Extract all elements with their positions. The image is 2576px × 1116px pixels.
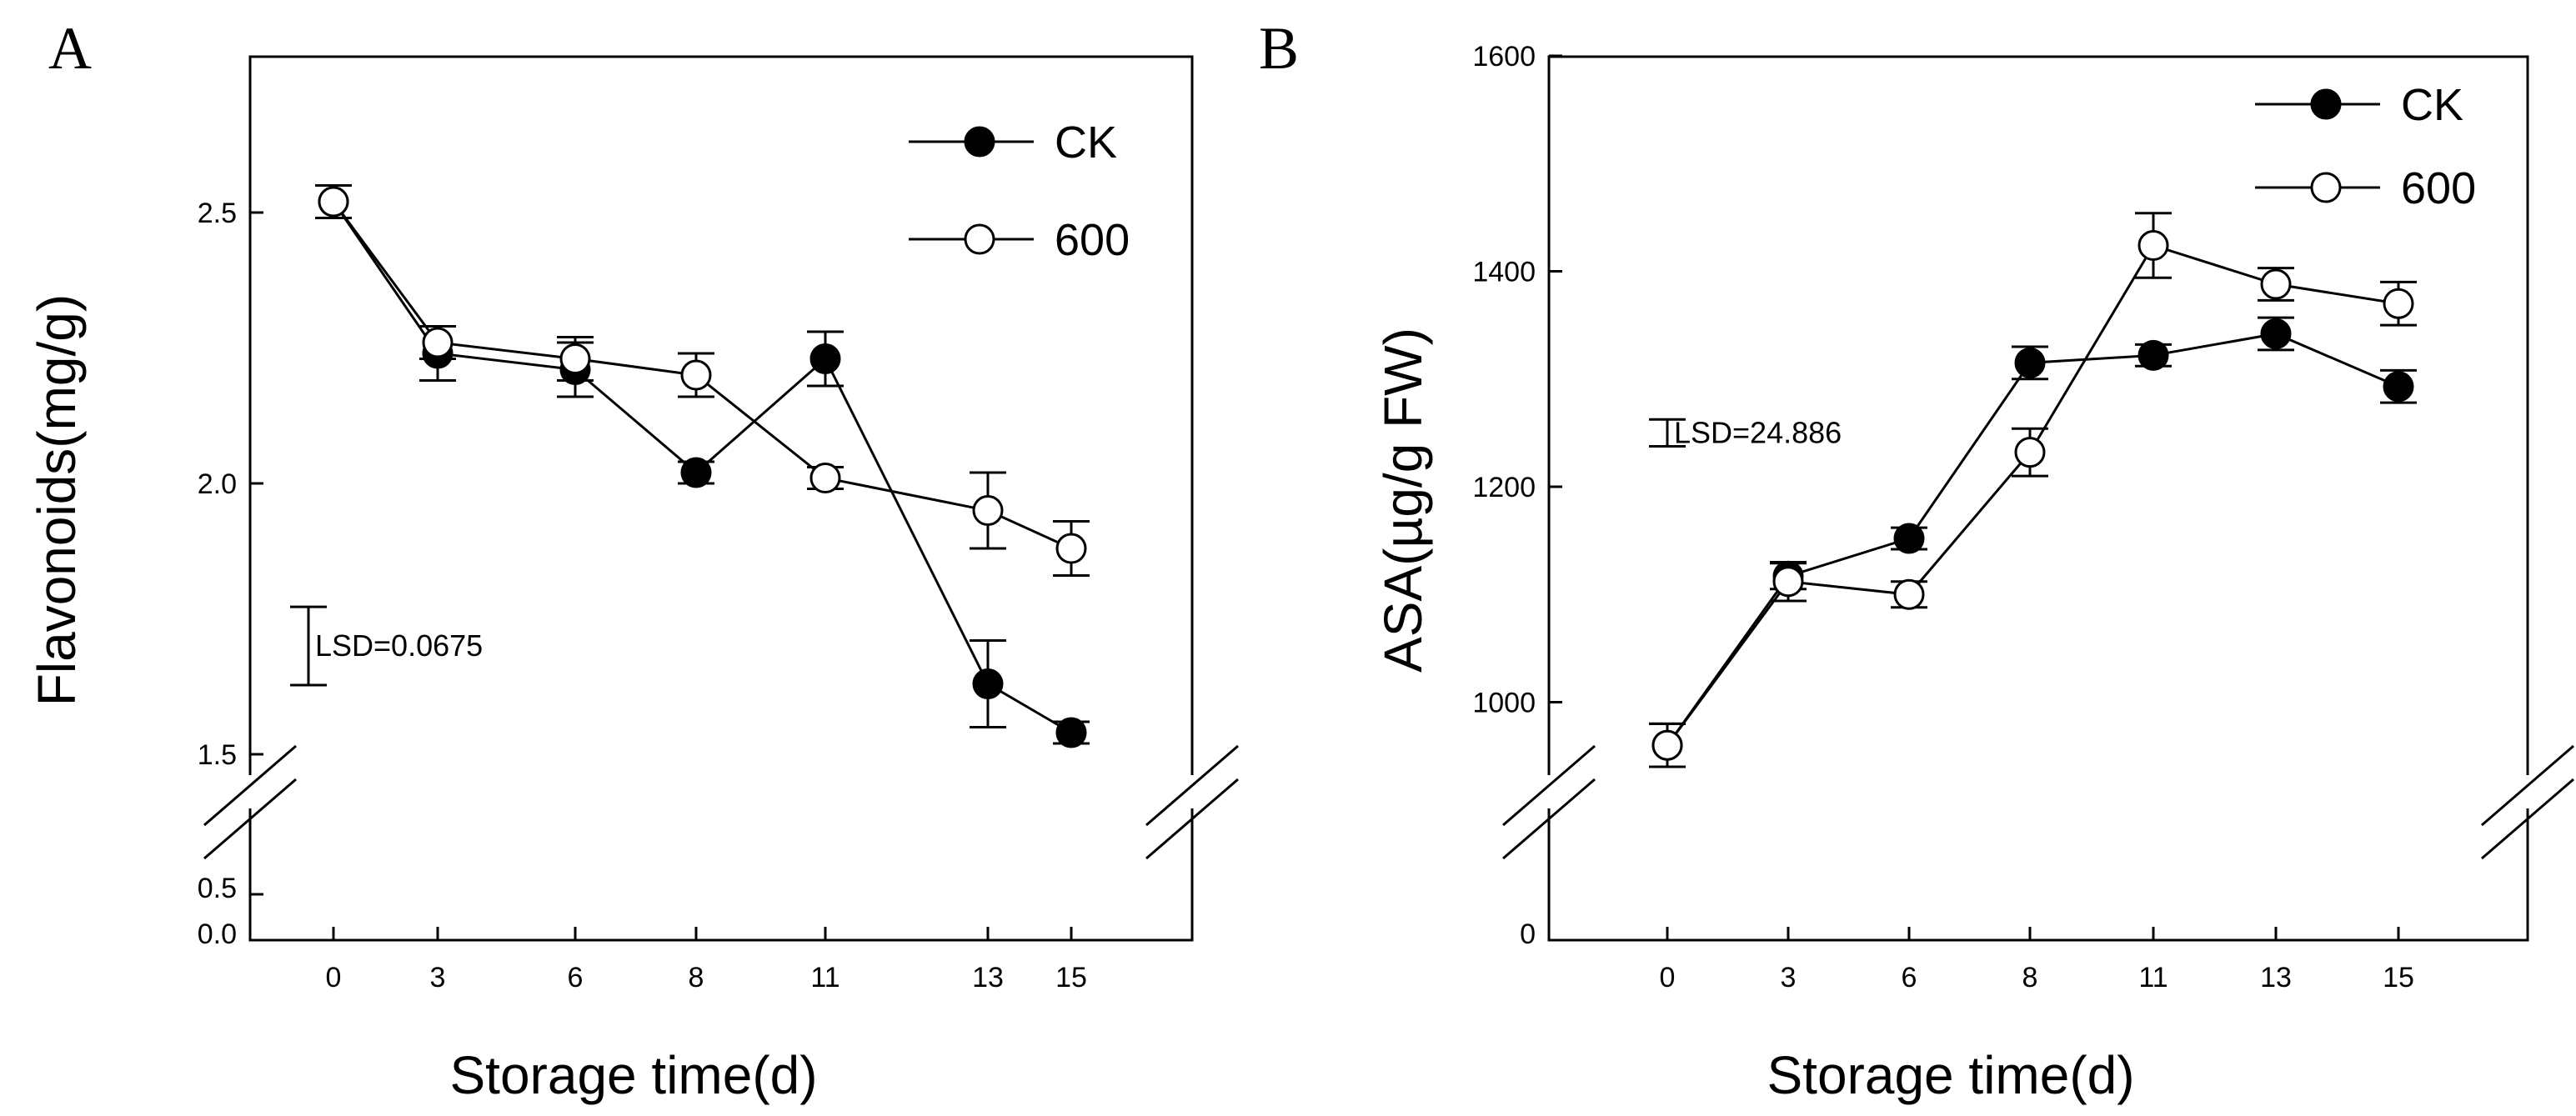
panel-a-lsd-label: LSD=0.0675 [315, 628, 483, 663]
panel-b-series-600-point [2383, 288, 2414, 319]
panel-b-series-600-point [1651, 729, 1683, 761]
panel-a-x-axis-title: Storage time(d) [449, 1045, 817, 1105]
panel-a-series-600-point [318, 186, 349, 218]
panel-a-legend-600-label: 600 [1055, 215, 1130, 265]
panel-b-x-tick-label: 3 [1781, 962, 1797, 993]
panel-b-break-slash [2481, 744, 2574, 827]
panel-b-series-ck-line [1666, 332, 2399, 747]
panel-b-x-tick-label: 0 [1660, 962, 1676, 993]
panel-a-break-slash [1145, 744, 1239, 827]
panel-b-series-ck-point [2014, 347, 2046, 378]
panel-a-series-ck-point [972, 668, 1004, 699]
panel-a-break-gap [245, 775, 255, 808]
panel-b-break-gap [2523, 775, 2533, 808]
panel-b-legend: CK 600 [2255, 80, 2476, 213]
panel-a-axis-break [203, 744, 1239, 860]
panel-a-x-tick-label: 6 [568, 962, 584, 993]
panel-b-lsd: LSD=24.886 [1649, 415, 1842, 449]
panel-a-series-600-point [809, 463, 841, 493]
panel-a-series-ck-point [680, 457, 712, 488]
panel-b-series-600-point [2137, 229, 2169, 261]
panel-b-y-tick-label: 1600 [1472, 41, 1536, 73]
panel-a-lsd: LSD=0.0675 [290, 605, 483, 687]
panel-b-series-ck-point [2383, 371, 2414, 403]
panel-a-x-tick-label: 13 [972, 962, 1004, 993]
panel-b-series-600-point [1772, 566, 1804, 598]
panel-b-y-tick-label: 0 [1520, 918, 1536, 950]
panel-a-series [315, 184, 1090, 748]
panel-b-series-600-point [2260, 268, 2292, 300]
panel-a-legend-ck-marker [964, 126, 995, 158]
panel-a-series-600-point [1055, 533, 1087, 564]
panel-a-y-tick-label: 0.0 [198, 918, 237, 950]
panel-b: B ASA(µg/g FW) Storage time(d) 100012001… [1259, 15, 2574, 1105]
panel-b-x-tick-label: 13 [2260, 962, 2292, 993]
panel-a-series-600-point [972, 495, 1004, 526]
panel-b-break-slash [1502, 778, 1596, 860]
panel-b-series-600-point [1893, 578, 1925, 610]
panel-b-letter: B [1259, 15, 1299, 82]
panel-a: A Flavonoids(mg/g) Storage time(d) 1.5 2.… [27, 15, 1239, 1105]
panel-a-x-tick-label: 15 [1055, 962, 1087, 993]
panel-b-y-tick-label: 1000 [1472, 688, 1536, 719]
panel-a-y-tick-label: 1.5 [198, 739, 237, 771]
panel-b-y-tick-label: 1200 [1472, 472, 1536, 503]
panel-a-x-tick-label: 11 [810, 962, 839, 993]
panel-a-series-600-point [680, 359, 712, 391]
panel-a-x-ticks: 0 3 6 8 11 13 15 [326, 927, 1087, 993]
panel-b-y-tick-label: 1400 [1472, 257, 1536, 288]
panel-b-y-ticks: 1000 1200 1400 1600 0 [1472, 41, 1562, 950]
panel-a-legend-ck-label: CK [1055, 118, 1117, 168]
panel-a-letter: A [48, 15, 92, 82]
panel-a-y-tick-label: 2.5 [198, 198, 237, 229]
panel-a-legend: CK 600 [909, 118, 1130, 265]
panel-a-break-slash [1145, 778, 1239, 860]
panel-b-series-ck-point [2137, 339, 2169, 371]
panel-b-x-tick-label: 6 [1902, 962, 1917, 993]
panel-a-y-axis-title: Flavonoids(mg/g) [27, 294, 87, 706]
panel-a-series-ck-point [809, 343, 841, 374]
panel-b-y-axis-title: ASA(µg/g FW) [1373, 328, 1433, 673]
panel-a-y-tick-label: 0.5 [198, 873, 237, 904]
panel-a-x-tick-label: 0 [326, 962, 342, 993]
panel-a-break-slash [203, 778, 297, 860]
panel-b-break-slash [2481, 778, 2574, 860]
panel-b-frame [1547, 55, 2529, 942]
panel-b-series-600-line [1666, 243, 2399, 747]
panel-a-series-600-point [422, 327, 454, 358]
panel-a-x-tick-label: 3 [430, 962, 446, 993]
panel-b-break-gap [1544, 775, 1554, 808]
panel-b-legend-ck-marker [2310, 88, 2342, 120]
panel-b-lsd-label: LSD=24.886 [1674, 415, 1842, 449]
panel-b-legend-600-marker [2310, 172, 2342, 203]
panel-b-series-ck-point [1893, 523, 1925, 554]
panel-b-series-ck-point [2260, 318, 2292, 349]
panel-b-legend-600-label: 600 [2401, 163, 2476, 213]
panel-b-axis-break [1502, 744, 2574, 860]
panel-b-series-600-point [2014, 437, 2046, 468]
panel-a-frame [248, 55, 1194, 942]
panel-a-series-ck-point [1055, 717, 1087, 748]
panel-a-break-gap [1187, 775, 1197, 808]
panel-a-break-slash [203, 744, 297, 827]
panel-b-x-tick-label: 11 [2138, 962, 2168, 993]
panel-b-x-tick-label: 8 [2022, 962, 2038, 993]
panel-b-x-tick-label: 15 [2383, 962, 2414, 993]
panel-b-x-axis-title: Storage time(d) [1767, 1045, 2134, 1105]
panel-a-y-tick-label: 2.0 [198, 468, 237, 500]
panel-b-x-ticks: 0 3 6 8 11 13 15 [1660, 927, 2414, 993]
panel-a-series-600-point [559, 343, 591, 374]
panel-a-y-ticks: 1.5 2.0 2.5 0.0 0.5 [198, 198, 263, 950]
panel-b-series [1649, 212, 2417, 768]
panel-b-break-slash [1502, 744, 1596, 827]
panel-a-legend-600-marker [964, 223, 995, 255]
panel-b-legend-ck-label: CK [2401, 80, 2463, 130]
panel-a-x-tick-label: 8 [689, 962, 704, 993]
